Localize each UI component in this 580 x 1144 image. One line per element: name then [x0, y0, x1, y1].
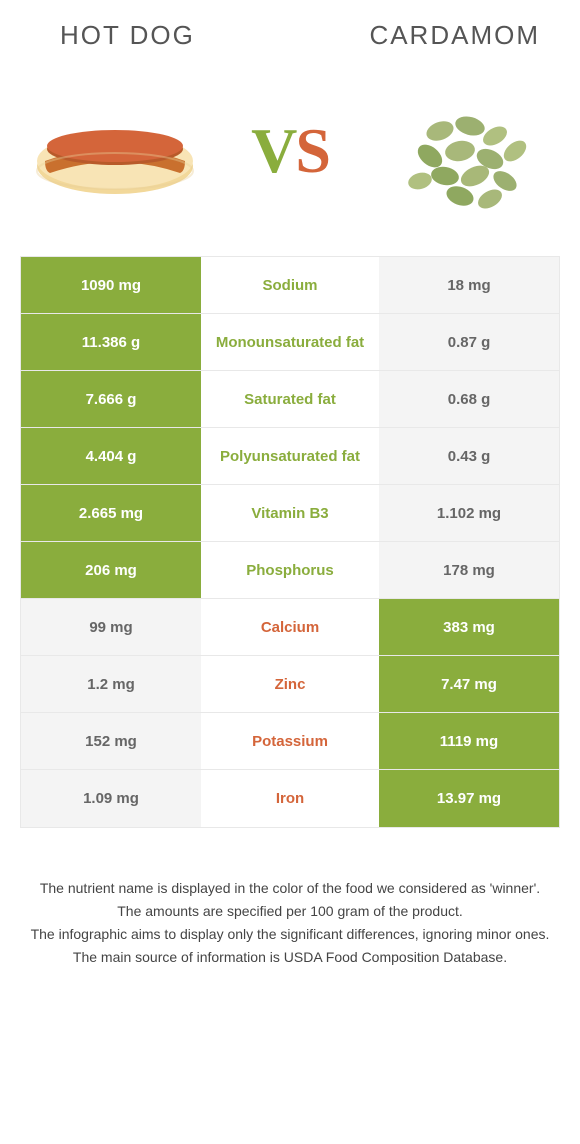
nutrient-right-value: 18 mg: [379, 257, 559, 313]
nutrient-label: Calcium: [201, 599, 379, 655]
nutrient-left-value: 2.665 mg: [21, 485, 201, 541]
vs-label: VS: [251, 114, 329, 188]
table-row: 1.09 mgIron13.97 mg: [21, 770, 559, 827]
nutrient-right-value: 1.102 mg: [379, 485, 559, 541]
nutrient-left-value: 1.09 mg: [21, 770, 201, 827]
footer-line: The infographic aims to display only the…: [30, 924, 550, 945]
nutrient-left-value: 7.666 g: [21, 371, 201, 427]
nutrient-label: Sodium: [201, 257, 379, 313]
nutrient-label: Saturated fat: [201, 371, 379, 427]
nutrient-label: Potassium: [201, 713, 379, 769]
nutrient-label: Iron: [201, 770, 379, 827]
food-left-title: HOT DOG: [20, 20, 195, 51]
footer-line: The amounts are specified per 100 gram o…: [30, 901, 550, 922]
nutrient-table: 1090 mgSodium18 mg11.386 gMonounsaturate…: [20, 256, 560, 828]
nutrient-left-value: 11.386 g: [21, 314, 201, 370]
nutrient-left-value: 4.404 g: [21, 428, 201, 484]
hotdog-image: [30, 81, 200, 221]
nutrient-right-value: 13.97 mg: [379, 770, 559, 827]
nutrient-left-value: 152 mg: [21, 713, 201, 769]
table-row: 2.665 mgVitamin B31.102 mg: [21, 485, 559, 542]
footer-line: The nutrient name is displayed in the co…: [30, 878, 550, 899]
table-row: 7.666 gSaturated fat0.68 g: [21, 371, 559, 428]
nutrient-left-value: 1.2 mg: [21, 656, 201, 712]
vs-v: V: [251, 115, 295, 186]
table-row: 152 mgPotassium1119 mg: [21, 713, 559, 770]
cardamom-image: [380, 81, 550, 221]
table-row: 4.404 gPolyunsaturated fat0.43 g: [21, 428, 559, 485]
footer-notes: The nutrient name is displayed in the co…: [20, 878, 560, 968]
nutrient-left-value: 206 mg: [21, 542, 201, 598]
nutrient-label: Phosphorus: [201, 542, 379, 598]
nutrient-label: Monounsaturated fat: [201, 314, 379, 370]
nutrient-right-value: 383 mg: [379, 599, 559, 655]
table-row: 1.2 mgZinc7.47 mg: [21, 656, 559, 713]
vs-s: S: [295, 115, 329, 186]
nutrient-right-value: 0.68 g: [379, 371, 559, 427]
nutrient-right-value: 178 mg: [379, 542, 559, 598]
nutrient-label: Zinc: [201, 656, 379, 712]
footer-line: The main source of information is USDA F…: [30, 947, 550, 968]
nutrient-right-value: 0.87 g: [379, 314, 559, 370]
table-row: 206 mgPhosphorus178 mg: [21, 542, 559, 599]
nutrient-right-value: 0.43 g: [379, 428, 559, 484]
nutrient-label: Polyunsaturated fat: [201, 428, 379, 484]
nutrient-label: Vitamin B3: [201, 485, 379, 541]
nutrient-left-value: 99 mg: [21, 599, 201, 655]
table-row: 1090 mgSodium18 mg: [21, 257, 559, 314]
table-row: 99 mgCalcium383 mg: [21, 599, 559, 656]
food-right-title: CARDAMOM: [369, 20, 560, 51]
nutrient-right-value: 1119 mg: [379, 713, 559, 769]
nutrient-right-value: 7.47 mg: [379, 656, 559, 712]
nutrient-left-value: 1090 mg: [21, 257, 201, 313]
table-row: 11.386 gMonounsaturated fat0.87 g: [21, 314, 559, 371]
